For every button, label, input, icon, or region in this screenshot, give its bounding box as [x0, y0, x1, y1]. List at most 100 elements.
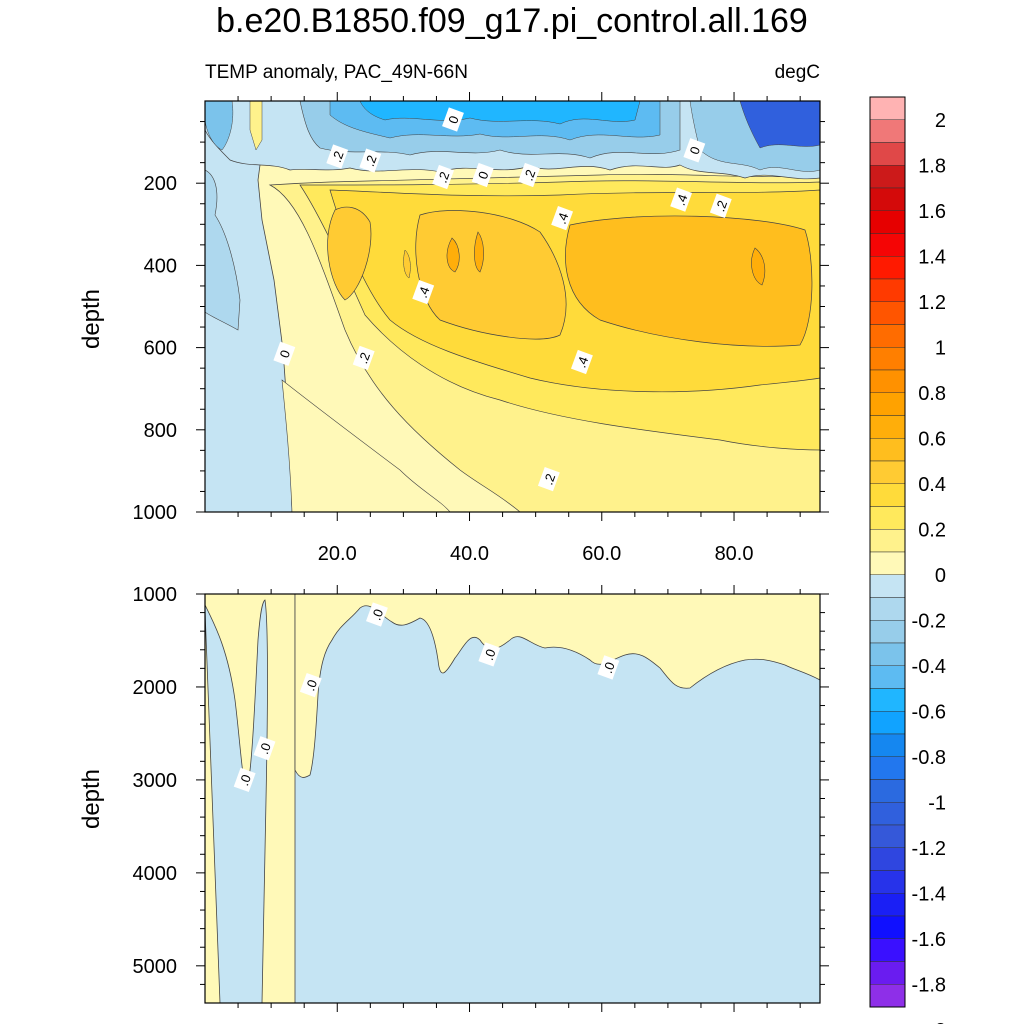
colorbar-swatch [869, 711, 906, 735]
contour-label-text: .2 [435, 170, 453, 185]
contour-label: .4 [551, 206, 574, 231]
colorbar-label: 1.8 [918, 155, 946, 177]
upper-x-tick-label: 20.0 [318, 543, 357, 565]
colorbar-swatch [869, 256, 906, 280]
colorbar-swatch [869, 119, 906, 143]
contour-label: .0 [597, 655, 620, 680]
contour-label: .2 [537, 466, 560, 492]
contour-label-text: .4 [554, 211, 572, 226]
colorbar-swatch [869, 347, 906, 371]
colorbar-label: -1 [928, 792, 946, 814]
contour-label-bg [537, 466, 560, 492]
colorbar-swatch [869, 142, 906, 166]
colorbar-swatch [869, 392, 906, 416]
upper-x-tick-label: 80.0 [715, 543, 754, 565]
contour-label: 0 [471, 162, 494, 188]
contour-label-bg [683, 138, 706, 163]
colorbar-label: -1.4 [912, 883, 946, 905]
contour-label-bg [471, 162, 494, 188]
colorbar-label: -1.6 [912, 929, 946, 951]
lower-y-tick-label: 3000 [133, 770, 178, 792]
colorbar-swatch [869, 165, 906, 189]
colorbar-swatch [869, 961, 906, 985]
contour-label: 0 [442, 107, 464, 132]
contour-label: .0 [253, 736, 276, 761]
colorbar-swatch [869, 824, 906, 848]
colorbar-label: 0.2 [918, 519, 946, 541]
colorbar-label: -0.4 [912, 656, 946, 678]
colorbar-swatch [869, 779, 906, 803]
contour-label-bg [432, 164, 455, 190]
colorbar-swatch [869, 597, 906, 621]
colorbar-swatch [869, 278, 906, 302]
contour-label: 0 [683, 138, 706, 163]
colorbar-swatch [869, 369, 906, 393]
colorbar-swatch [869, 756, 906, 780]
upper-y-tick-label: 400 [144, 255, 177, 277]
contour-label-bg [478, 642, 501, 667]
colorbar-label: -0.8 [912, 747, 946, 769]
contour-label-text: .2 [521, 167, 539, 182]
contour-label-bg [233, 767, 256, 793]
contour-label: .2 [432, 164, 455, 190]
colorbar-swatch [869, 938, 906, 962]
contour-label-text: .2 [362, 153, 380, 168]
colorbar-swatch [869, 665, 906, 689]
colorbar-label: 1.2 [918, 292, 946, 314]
contour-label-bg [670, 187, 693, 212]
contour-label-text: .0 [369, 607, 387, 622]
colorbar-label: -1.2 [912, 838, 946, 860]
contour-label-bg [518, 162, 540, 188]
colorbar-swatch [869, 324, 906, 348]
colorbar-label: 0.4 [918, 474, 946, 496]
colorbar: 2 1.8 1.6 1.4 1.2 1 0.8 0.6 0.4 0.2 0 -0.2 -0.4 -0.6 -… [869, 96, 946, 1024]
colorbar-swatch [869, 984, 906, 1008]
contour-label: .2 [352, 345, 375, 371]
contour-label-bg [273, 341, 296, 366]
colorbar-swatch [869, 915, 906, 939]
contour-label-text: .2 [712, 198, 730, 213]
contour-label-bg [359, 148, 382, 173]
contour-label-text: .0 [600, 660, 618, 675]
colorbar-swatch [869, 870, 906, 894]
colorbar-label: 0.6 [918, 428, 946, 450]
contour-label-bg [326, 144, 349, 169]
lower-y-tick-label: 1000 [133, 584, 178, 606]
colorbar-swatch [869, 733, 906, 757]
colorbar-label: -0.2 [912, 610, 946, 632]
contour-label-bg [597, 655, 620, 680]
colorbar-swatch [869, 460, 906, 484]
colorbar-label: 1.6 [918, 201, 946, 223]
contour-label-text: .2 [540, 472, 558, 487]
contour-label-bg [299, 672, 322, 698]
contour-label: .0 [365, 602, 388, 627]
contour-label: .4 [412, 279, 435, 305]
contour-label-text: .0 [302, 678, 320, 693]
colorbar-swatch [869, 802, 906, 826]
contour-label-text: .0 [236, 772, 254, 787]
contour-label-text: .2 [329, 149, 347, 164]
colorbar-swatch [869, 688, 906, 712]
colorbar-frame [869, 96, 906, 1008]
contour-label-bg [352, 345, 375, 371]
contour-labels: 0 .2 .2 .2 0 .2 0 .4 .2 .4 .4 0 .2 .4 .2 .0 .0 .0 .0 .0 .0 [233, 107, 732, 793]
colorbar-swatch [869, 506, 906, 530]
colorbar-swatch [869, 187, 906, 211]
colorbar-label: 1 [935, 337, 946, 359]
contour-label-bg [442, 107, 464, 132]
colorbar-swatch [869, 529, 906, 553]
contour-label-text: .0 [256, 741, 274, 756]
colorbar-swatch [869, 415, 906, 439]
upper-x-tick-label: 60.0 [582, 543, 621, 565]
upper-x-tick-label: 40.0 [450, 543, 489, 565]
upper-y-tick-label: 600 [144, 338, 177, 360]
colorbar-swatch [869, 96, 906, 120]
colorbar-swatch [869, 847, 906, 871]
contour-label: .2 [518, 162, 540, 188]
colorbar-swatch [869, 301, 906, 325]
colorbar-swatch [869, 438, 906, 462]
colorbar-label: -0.6 [912, 701, 946, 723]
contour-label-text: .4 [673, 192, 691, 207]
lower-y-tick-label: 2000 [133, 677, 178, 699]
lower-y-tick-label: 4000 [133, 863, 178, 885]
